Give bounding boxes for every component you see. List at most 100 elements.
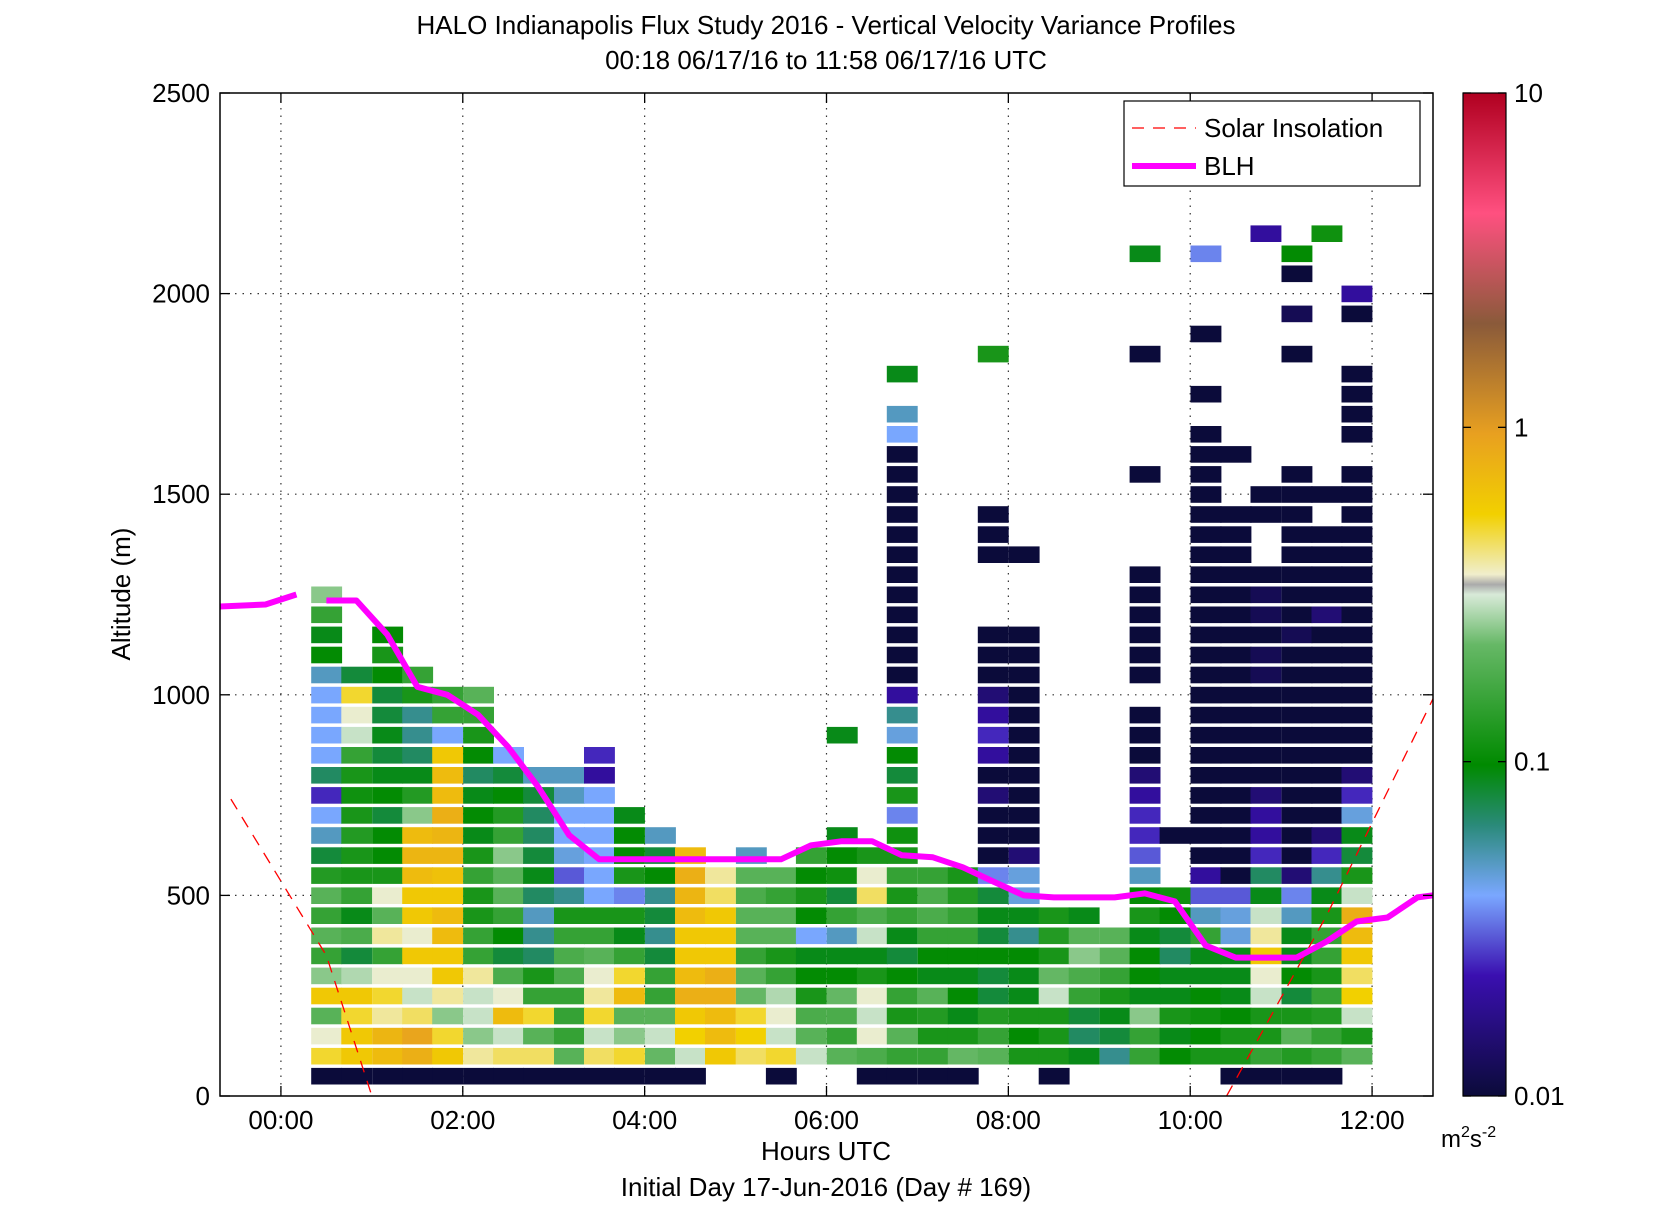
heatmap-cell-4-10 (432, 867, 464, 884)
heatmap-cell-26-3 (1099, 987, 1131, 1005)
heatmap-cell-4-5 (432, 967, 464, 985)
heatmap-cell-23-7 (1008, 907, 1040, 924)
heatmap-cell-22-18 (977, 686, 1009, 704)
heatmap-cell-7-0 (523, 1067, 554, 1085)
heatmap-cell-30-25 (1220, 566, 1252, 583)
heatmap-cell-27-13 (1129, 787, 1161, 804)
heatmap-cell-31-19 (1250, 686, 1282, 704)
heatmap-cell-8-3 (554, 1007, 585, 1025)
heatmap-cell-23-18 (1008, 686, 1040, 704)
heatmap-cell-34-0 (1341, 1047, 1373, 1065)
heatmap-cell-6-7 (493, 927, 524, 945)
heatmap-cell-10-6 (614, 947, 645, 965)
heatmap-cell-29-10 (1190, 847, 1222, 864)
heatmap-cell-27-5 (1129, 947, 1161, 965)
heatmap-cell-7-4 (523, 987, 554, 1005)
heatmap-cell-29-27 (1190, 506, 1222, 523)
heatmap-cell-34-13 (1341, 787, 1373, 804)
heatmap-cell-22-10 (977, 847, 1009, 864)
heatmap-cell-0-8 (311, 907, 343, 924)
heatmap-cell-33-12 (1311, 827, 1343, 844)
heatmap-cell-1-17 (341, 726, 373, 744)
heatmap-cell-2-15 (372, 767, 404, 784)
heatmap-cell-2-6 (372, 947, 404, 965)
heatmap-cell-29-17 (1190, 706, 1222, 724)
heatmap-cell-33-26 (1311, 546, 1343, 563)
heatmap-cell-0-20 (311, 666, 343, 684)
heatmap-cell-22-11 (977, 827, 1009, 844)
heatmap-cell-8-9 (554, 887, 585, 904)
heatmap-cell-7-3 (523, 1007, 554, 1025)
heatmap-cell-27-14 (1129, 767, 1161, 784)
heatmap-cell-23-22 (1008, 546, 1040, 563)
heatmap-cell-2-1 (372, 1047, 404, 1065)
heatmap-cell-31-11 (1250, 847, 1282, 864)
heatmap-cell-2-7 (372, 927, 404, 945)
heatmap-cell-32-21 (1281, 646, 1313, 664)
heatmap-cell-19-15 (886, 767, 918, 784)
heatmap-cell-1-14 (341, 787, 373, 804)
heatmap-cell-32-18 (1281, 706, 1313, 724)
heatmap-cell-1-18 (341, 706, 373, 724)
heatmap-cell-15-8 (765, 907, 797, 924)
heatmap-cell-16-2 (795, 1007, 827, 1025)
heatmap-cell-30-13 (1220, 807, 1252, 824)
heatmap-cell-23-17 (1008, 706, 1040, 724)
heatmap-cell-22-23 (977, 526, 1009, 543)
heatmap-cell-5-13 (463, 807, 494, 824)
heatmap-cell-12-4 (675, 987, 706, 1005)
x-tick-label-1: 02:00 (430, 1105, 495, 1135)
heatmap-cell-27-4 (1129, 967, 1161, 985)
heatmap-cell-19-10 (886, 867, 918, 884)
heatmap-cell-29-14 (1190, 767, 1222, 784)
heatmap-cell-23-11 (1008, 827, 1040, 844)
heatmap-cell-25-3 (1068, 987, 1100, 1005)
heatmap-cell-4-4 (432, 987, 464, 1005)
heatmap-cell-33-8 (1311, 907, 1343, 924)
heatmap-cell-0-12 (311, 827, 343, 844)
heatmap-cell-20-10 (917, 867, 949, 884)
heatmap-cell-19-19 (886, 686, 918, 704)
heatmap-cell-31-23 (1250, 606, 1282, 624)
heatmap-cell-28-5 (1159, 947, 1191, 965)
heatmap-cell-23-21 (1008, 626, 1040, 644)
heatmap-cell-18-2 (856, 1027, 888, 1045)
heatmap-cell-22-22 (977, 546, 1009, 563)
heatmap-cell-14-3 (735, 987, 767, 1005)
heatmap-cell-32-15 (1281, 767, 1313, 784)
heatmap-cell-13-6 (705, 927, 736, 945)
heatmap-cell-24-0 (1038, 1067, 1070, 1085)
heatmap-cell-31-27 (1250, 486, 1282, 503)
heatmap-cell-22-1 (977, 1027, 1009, 1045)
heatmap-cell-14-1 (735, 1027, 767, 1045)
heatmap-cell-11-8 (645, 907, 676, 924)
heatmap-cell-31-28 (1250, 225, 1282, 242)
heatmap-cell-3-12 (402, 827, 434, 844)
heatmap-cell-4-12 (432, 827, 464, 844)
heatmap-cell-30-29 (1220, 446, 1252, 463)
heatmap-cell-14-2 (735, 1007, 767, 1025)
heatmap-cell-12-8 (675, 907, 706, 924)
heatmap-cell-1-6 (341, 947, 373, 965)
heatmap-cell-10-1 (614, 1047, 645, 1065)
heatmap-cell-6-3 (493, 1007, 524, 1025)
x-tick-label-2: 04:00 (612, 1105, 677, 1135)
heatmap-cell-34-1 (1341, 1027, 1373, 1045)
heatmap-cell-30-9 (1220, 887, 1252, 904)
heatmap-cell-2-11 (372, 847, 404, 864)
heatmap-cell-22-2 (977, 1007, 1009, 1025)
heatmap-cell-32-1 (1281, 1047, 1313, 1065)
heatmap-cell-26-1 (1099, 1027, 1131, 1045)
heatmap-cell-17-1 (826, 1027, 858, 1045)
heatmap-cell-20-3 (917, 1007, 949, 1025)
heatmap-cell-22-4 (977, 967, 1009, 985)
heatmap-cell-10-2 (614, 1027, 645, 1045)
heatmap-cell-32-7 (1281, 927, 1313, 945)
heatmap-cell-6-2 (493, 1027, 524, 1045)
heatmap-cell-4-17 (432, 726, 464, 744)
heatmap-cell-2-17 (372, 726, 404, 744)
heatmap-cell-3-16 (402, 747, 434, 764)
heatmap-cell-24-2 (1038, 1027, 1070, 1045)
heatmap-cell-23-4 (1008, 967, 1040, 985)
